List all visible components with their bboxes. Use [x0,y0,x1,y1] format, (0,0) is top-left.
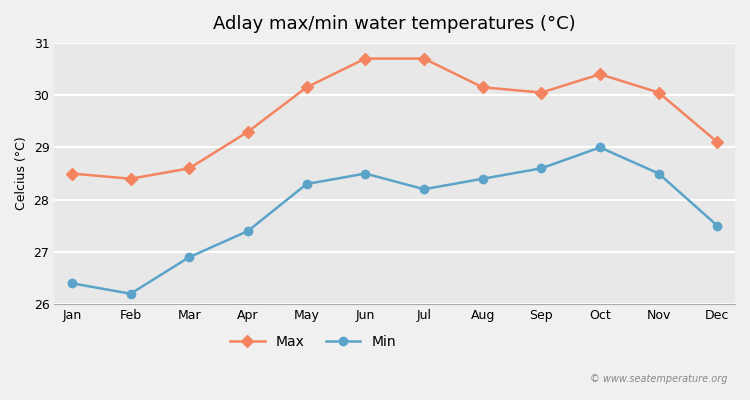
Y-axis label: Celcius (°C): Celcius (°C) [15,137,28,210]
Title: Adlay max/min water temperatures (°C): Adlay max/min water temperatures (°C) [213,15,576,33]
Text: © www.seatemperature.org: © www.seatemperature.org [590,374,728,384]
Legend: Max, Min: Max, Min [224,330,401,355]
